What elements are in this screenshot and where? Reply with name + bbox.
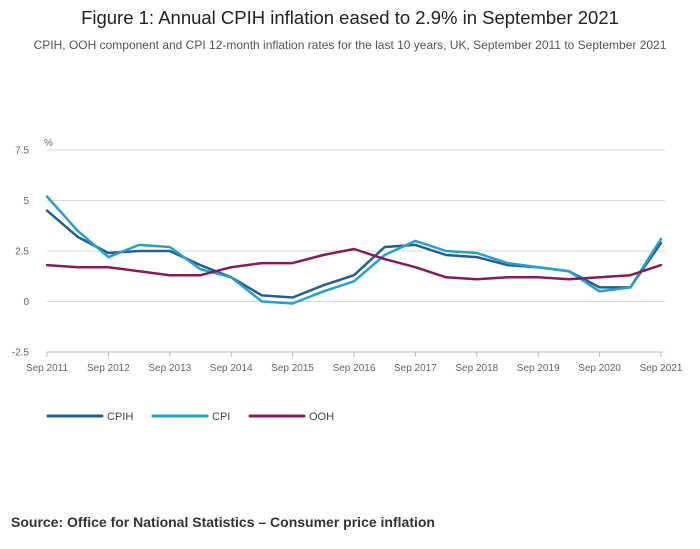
series-lines xyxy=(45,195,663,305)
legend-label: CPI xyxy=(212,411,230,423)
x-axis: Sep 2011 Sep 2012 Sep 2013 Sep 2014 Sep 2015… xyxy=(26,351,683,374)
legend-label: OOH xyxy=(309,411,334,423)
chart-subtitle: CPIH, OOH component and CPI 12-month inf… xyxy=(33,38,667,52)
y-tick-label: -2.5 xyxy=(12,348,30,359)
x-tick-label: Sep 2021 xyxy=(640,363,683,374)
cpih-line xyxy=(45,209,663,299)
x-tick-label: Sep 2017 xyxy=(394,363,437,374)
legend-item-cpih: CPIH xyxy=(46,411,133,423)
series-ooh xyxy=(45,247,663,281)
ooh-line xyxy=(45,247,663,281)
x-tick-label: Sep 2014 xyxy=(210,363,253,374)
y-tick-label: 2.5 xyxy=(15,247,29,258)
chart-title: Figure 1: Annual CPIH inflation eased to… xyxy=(81,7,619,28)
x-tick-label: Sep 2019 xyxy=(517,363,560,374)
series-cpih xyxy=(45,209,663,299)
legend-label: CPIH xyxy=(107,411,133,423)
x-tick-label: Sep 2012 xyxy=(87,363,130,374)
source-note: Source: Office for National Statistics –… xyxy=(11,514,435,530)
x-tick-label: Sep 2013 xyxy=(148,363,191,374)
y-axis-unit: % xyxy=(44,138,53,149)
x-tick-label: Sep 2018 xyxy=(455,363,498,374)
series-cpi xyxy=(45,195,663,305)
legend: CPIH CPI OOH xyxy=(46,411,334,423)
x-tick-label: Sep 2020 xyxy=(578,363,621,374)
legend-item-ooh: OOH xyxy=(248,411,334,423)
x-tick-label: Sep 2016 xyxy=(333,363,376,374)
x-tick-label: Sep 2011 xyxy=(26,363,69,374)
legend-item-cpi: CPI xyxy=(151,411,230,423)
y-axis: -2.5 0 2.5 5 7.5% xyxy=(12,138,53,359)
x-tick-label: Sep 2015 xyxy=(271,363,314,374)
y-tick-label: 0 xyxy=(23,297,29,308)
y-tick-label: 7.5 xyxy=(15,146,29,157)
y-tick-label: 5 xyxy=(23,196,29,207)
